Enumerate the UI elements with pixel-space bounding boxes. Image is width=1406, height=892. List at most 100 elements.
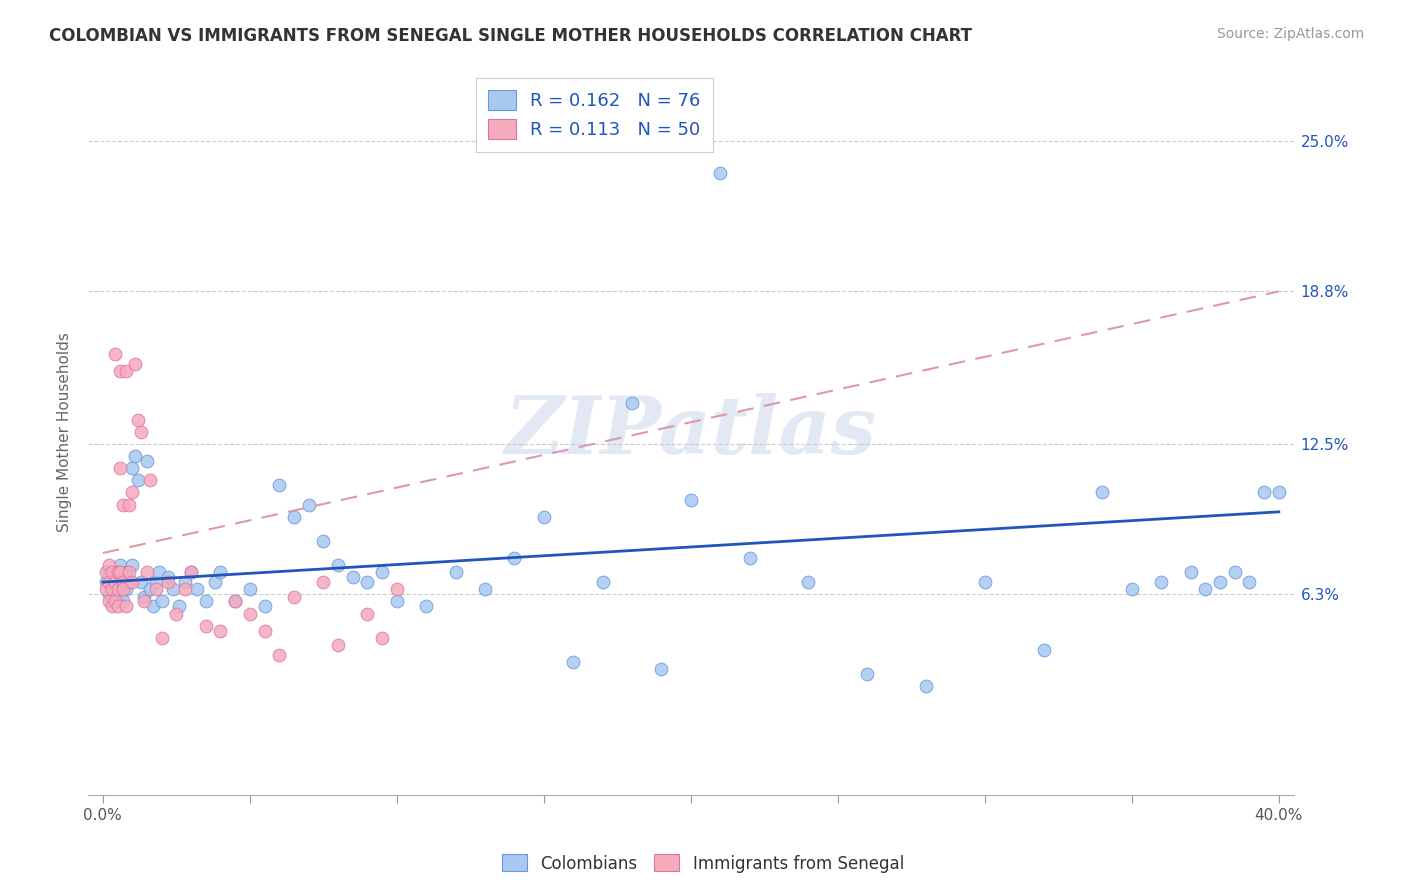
Point	[132, 594, 155, 608]
Text: ZIPatlas: ZIPatlas	[505, 393, 877, 471]
Point	[94, 582, 117, 597]
Legend: R = 0.162   N = 76, R = 0.113   N = 50: R = 0.162 N = 76, R = 0.113 N = 50	[475, 78, 713, 152]
Y-axis label: Single Mother Households: Single Mother Households	[58, 332, 72, 532]
Point	[121, 575, 143, 590]
Point	[1268, 485, 1291, 500]
Point	[174, 575, 197, 590]
Point	[283, 509, 305, 524]
Point	[145, 582, 167, 597]
Point	[738, 550, 761, 565]
Point	[115, 599, 138, 614]
Point	[107, 599, 129, 614]
Point	[118, 575, 141, 590]
Point	[415, 599, 437, 614]
Point	[269, 648, 291, 662]
Point	[709, 166, 731, 180]
Point	[112, 575, 135, 590]
Point	[326, 638, 349, 652]
Point	[124, 449, 146, 463]
Point	[371, 566, 394, 580]
Point	[97, 558, 120, 573]
Point	[253, 599, 276, 614]
Point	[112, 498, 135, 512]
Point	[186, 582, 208, 597]
Point	[356, 575, 378, 590]
Point	[118, 498, 141, 512]
Point	[139, 582, 162, 597]
Point	[100, 582, 122, 597]
Point	[1091, 485, 1114, 500]
Point	[1180, 566, 1202, 580]
Point	[97, 566, 120, 580]
Point	[121, 461, 143, 475]
Point	[112, 594, 135, 608]
Point	[1253, 485, 1275, 500]
Point	[104, 566, 127, 580]
Point	[136, 566, 159, 580]
Point	[204, 575, 226, 590]
Point	[621, 396, 644, 410]
Point	[110, 582, 132, 597]
Point	[1150, 575, 1173, 590]
Point	[973, 575, 995, 590]
Point	[592, 575, 614, 590]
Point	[107, 570, 129, 584]
Point	[209, 566, 232, 580]
Point	[115, 364, 138, 378]
Point	[110, 461, 132, 475]
Point	[180, 566, 202, 580]
Point	[856, 667, 879, 681]
Point	[224, 594, 246, 608]
Point	[915, 679, 938, 693]
Point	[371, 631, 394, 645]
Point	[100, 599, 122, 614]
Point	[253, 624, 276, 638]
Point	[148, 566, 170, 580]
Point	[156, 575, 179, 590]
Point	[1194, 582, 1216, 597]
Point	[150, 594, 173, 608]
Point	[104, 347, 127, 361]
Point	[110, 566, 132, 580]
Point	[165, 607, 187, 621]
Point	[127, 474, 149, 488]
Point	[112, 575, 135, 590]
Legend: Colombians, Immigrants from Senegal: Colombians, Immigrants from Senegal	[495, 847, 911, 880]
Point	[194, 594, 217, 608]
Point	[312, 533, 335, 548]
Point	[650, 662, 672, 676]
Point	[533, 509, 555, 524]
Point	[156, 570, 179, 584]
Text: COLOMBIAN VS IMMIGRANTS FROM SENEGAL SINGLE MOTHER HOUSEHOLDS CORRELATION CHART: COLOMBIAN VS IMMIGRANTS FROM SENEGAL SIN…	[49, 27, 972, 45]
Point	[797, 575, 820, 590]
Point	[97, 587, 120, 601]
Point	[162, 582, 184, 597]
Point	[110, 558, 132, 573]
Point	[145, 575, 167, 590]
Point	[150, 631, 173, 645]
Point	[121, 485, 143, 500]
Point	[209, 624, 232, 638]
Point	[298, 498, 321, 512]
Point	[124, 357, 146, 371]
Point	[174, 582, 197, 597]
Point	[104, 582, 127, 597]
Point	[385, 594, 408, 608]
Point	[194, 618, 217, 632]
Point	[503, 550, 526, 565]
Point	[474, 582, 496, 597]
Point	[269, 478, 291, 492]
Point	[127, 413, 149, 427]
Point	[104, 594, 127, 608]
Point	[356, 607, 378, 621]
Point	[110, 364, 132, 378]
Point	[94, 566, 117, 580]
Point	[129, 425, 152, 439]
Point	[342, 570, 364, 584]
Point	[100, 566, 122, 580]
Text: Source: ZipAtlas.com: Source: ZipAtlas.com	[1216, 27, 1364, 41]
Point	[118, 566, 141, 580]
Point	[239, 607, 262, 621]
Point	[180, 566, 202, 580]
Point	[385, 582, 408, 597]
